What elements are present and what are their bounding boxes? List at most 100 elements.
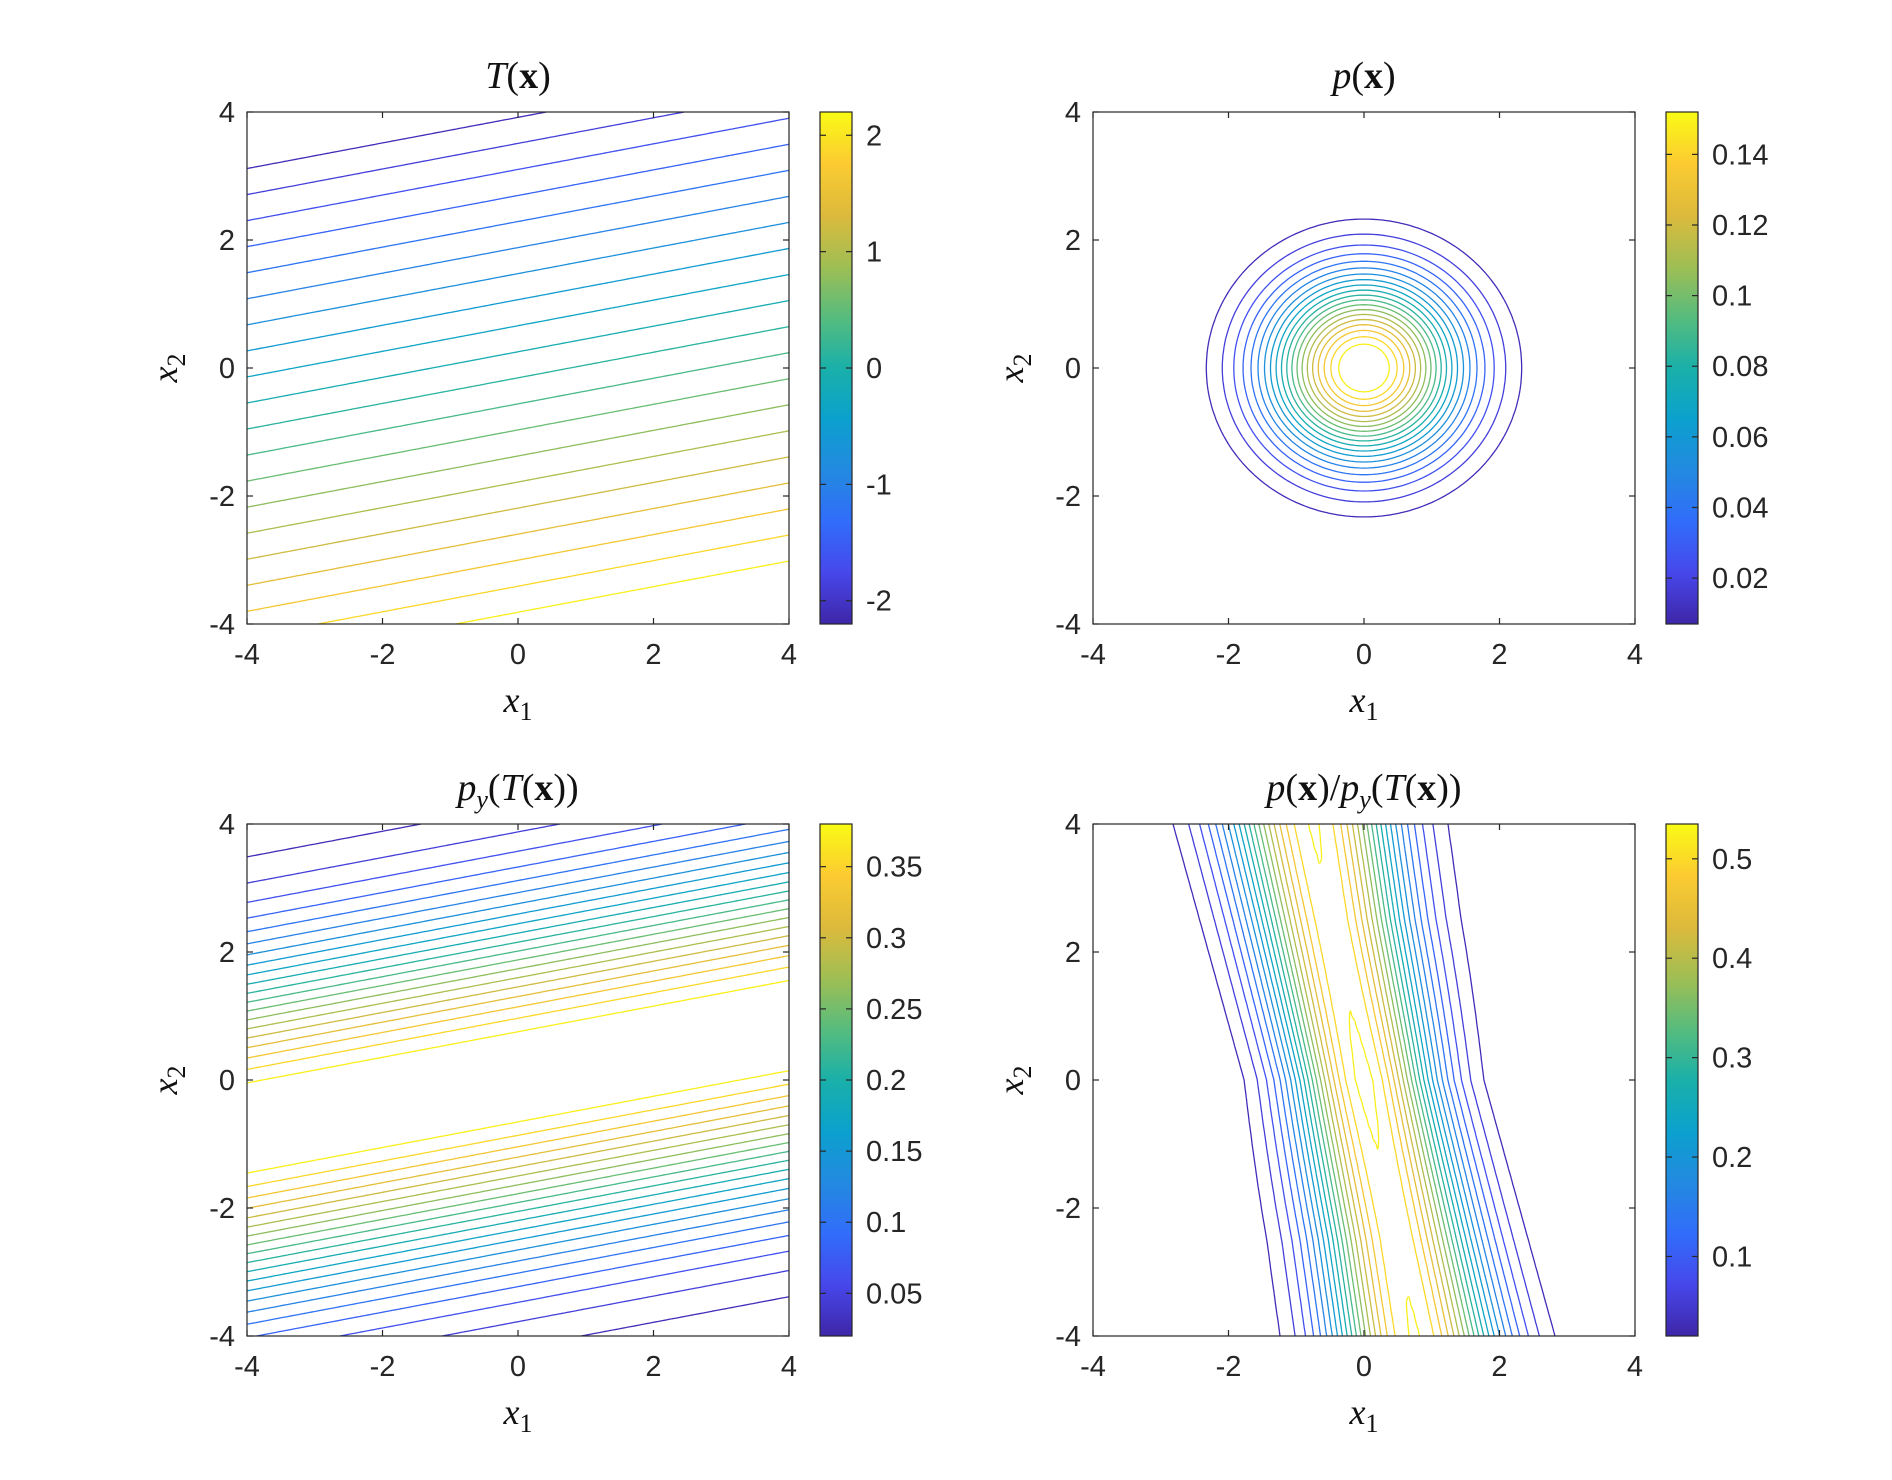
contour-level-6 — [1257, 267, 1471, 469]
contour-level-9 — [247, 871, 789, 1282]
contour-level-12 — [247, 899, 789, 1255]
x-tick-label: -4 — [1080, 1351, 1106, 1383]
colorbar-tick-label: 0.12 — [1712, 210, 1768, 242]
contour-level-3 — [1198, 824, 1530, 1336]
contour-level-9 — [247, 273, 789, 378]
contour-level-17 — [1279, 824, 1449, 1336]
colorbar — [1665, 823, 1699, 1337]
y-tick-label: 2 — [1065, 937, 1081, 969]
contour-level-19 — [1293, 824, 1435, 1336]
contour-level-8 — [247, 862, 789, 1292]
colorbar-tick-label: 0.3 — [866, 923, 906, 955]
panel-title: py(T(x)) — [454, 767, 578, 814]
y-tick-label: -4 — [209, 1321, 235, 1353]
contour-level-17 — [247, 482, 789, 586]
contour-lines — [1205, 218, 1523, 518]
colorbar-tick-label: 0.1 — [866, 1207, 906, 1239]
contour-level-14 — [1263, 824, 1465, 1336]
panel-title: T(x) — [485, 55, 550, 97]
contour-level-15 — [1306, 313, 1422, 423]
colorbar-tick-label: 0.08 — [1712, 351, 1768, 383]
colorbar-tick-label: 0.04 — [1712, 492, 1768, 524]
contour-level-20 — [247, 979, 789, 1174]
contour-level-8 — [1233, 824, 1495, 1336]
x-tick-label: -2 — [370, 639, 396, 671]
colorbar-tick-label: 0.3 — [1712, 1043, 1752, 1075]
x-axis-label: x1 — [1349, 680, 1379, 726]
colorbar-tick-label: 0.2 — [866, 1065, 906, 1097]
contour-level-19 — [247, 966, 789, 1188]
colorbar — [1665, 111, 1699, 625]
y-axis-label: x2 — [145, 1066, 191, 1096]
y-tick-label: 0 — [219, 353, 235, 385]
y-axis-label: x2 — [145, 354, 191, 384]
contour-level-12 — [247, 352, 789, 456]
y-tick-label: 4 — [219, 97, 235, 129]
x-tick-label: 2 — [645, 639, 661, 671]
x-tick-label: -2 — [370, 1351, 396, 1383]
contour-level-6 — [1221, 824, 1507, 1336]
contour-lines — [247, 824, 789, 1336]
contour-level-11 — [247, 325, 789, 430]
contour-level-13 — [1258, 824, 1470, 1336]
panel-title: p(x) — [1329, 55, 1395, 97]
y-tick-label: -2 — [209, 481, 235, 513]
x-tick-label: 4 — [1627, 1351, 1643, 1383]
contour-level-2 — [1187, 824, 1541, 1336]
contour-level-4 — [1242, 253, 1486, 483]
y-tick-label: -2 — [209, 1193, 235, 1225]
contour-level-20 — [1338, 343, 1390, 393]
y-axis-label: x2 — [991, 354, 1037, 384]
contour-level-3 — [1233, 244, 1495, 492]
colorbar-tick-label: 0.1 — [1712, 1241, 1752, 1273]
y-tick-label: 4 — [1065, 97, 1081, 129]
contour-level-11 — [247, 890, 789, 1264]
contour-level-7 — [247, 221, 789, 326]
plot-area — [247, 112, 789, 624]
y-tick-label: 0 — [1065, 1065, 1081, 1097]
contour-level-13 — [1296, 304, 1432, 432]
colorbar-tick-label: 0.4 — [1712, 943, 1752, 975]
contour-level-12 — [1253, 824, 1475, 1336]
contour-level-2 — [247, 112, 685, 196]
x-tick-label: 4 — [781, 639, 797, 671]
contour-level-6 — [247, 840, 789, 1313]
x-tick-label: 4 — [781, 1351, 797, 1383]
contour-level-16 — [247, 456, 789, 560]
contour-level-19 — [1330, 336, 1398, 400]
contour-level-3 — [247, 117, 789, 222]
contour-level-15 — [247, 925, 789, 1228]
colorbar-tick-label: 1 — [866, 237, 882, 269]
contour-level-1 — [247, 824, 789, 1336]
x-tick-label: 0 — [1356, 639, 1372, 671]
contour-level-7 — [1227, 824, 1501, 1336]
colorbar-tick-label: -1 — [866, 469, 892, 501]
x-tick-label: 2 — [1491, 1351, 1507, 1383]
colorbar-tick-label: 2 — [866, 120, 882, 152]
contour-level-18 — [1285, 824, 1443, 1336]
contour-level-1 — [247, 112, 547, 170]
colorbar-tick-label: 0.14 — [1712, 139, 1768, 171]
contour-level-5 — [247, 169, 789, 274]
contour-level-6 — [247, 195, 789, 300]
colorbar-tick-label: 0.1 — [1712, 281, 1752, 313]
y-tick-label: 0 — [1065, 353, 1081, 385]
contour-level-1 — [1205, 218, 1523, 518]
contour-level-5 — [1250, 260, 1478, 476]
x-tick-label: -2 — [1216, 1351, 1242, 1383]
contour-level-16 — [1273, 824, 1455, 1336]
x-tick-label: -2 — [1216, 639, 1242, 671]
y-tick-label: -4 — [1055, 1321, 1081, 1353]
panel-title: p(x)/py(T(x)) — [1263, 767, 1461, 814]
contour-level-14 — [247, 404, 789, 508]
contour-level-18 — [247, 954, 789, 1199]
y-tick-label: -2 — [1055, 1193, 1081, 1225]
contour-level-20 — [1307, 824, 1421, 1336]
y-tick-label: 4 — [1065, 809, 1081, 841]
contour-level-15 — [1268, 824, 1460, 1336]
contour-level-9 — [1238, 824, 1490, 1336]
x-tick-label: 4 — [1627, 639, 1643, 671]
contour-level-9 — [1275, 284, 1453, 452]
chart-panel-p: -4 -2 0 2 4 -4 -2 0 2 4 p(x) x1 x2 0.02 0.04 0.06 0.08 0.… — [991, 55, 1768, 726]
chart-panel-py: -4 -2 0 2 4 -4 -2 0 2 4 py(T(x)) x1 x2 0.05 0.1 0.15 0.2… — [145, 767, 922, 1438]
